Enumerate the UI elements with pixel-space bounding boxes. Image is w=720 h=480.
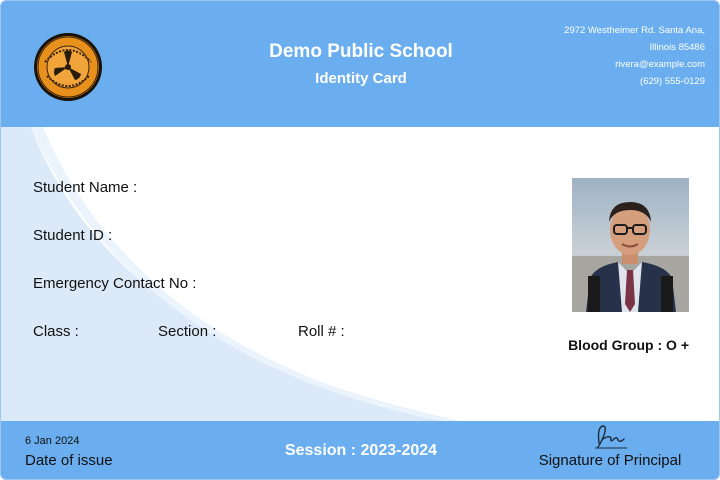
emergency-contact-label: Emergency Contact No :: [33, 275, 197, 292]
school-name: Demo Public School: [269, 41, 453, 62]
school-phone: (629) 555-0129: [640, 76, 705, 87]
signature-label: Signature of Principal: [538, 452, 682, 469]
class-label: Class :: [33, 323, 79, 340]
student-photo: [572, 178, 689, 312]
roll-label: Roll # :: [298, 323, 345, 340]
address-line-2: Illinois 85486: [649, 42, 705, 53]
signature-icon: [595, 425, 627, 449]
issue-date-label: Date of issue: [25, 452, 113, 469]
school-contact: 2972 Westheimer Rd. Santa Ana, Illinois …: [505, 22, 705, 90]
issue-date: 6 Jan 2024: [25, 435, 80, 447]
student-id-label: Student ID :: [33, 227, 113, 244]
section-label: Section :: [158, 323, 217, 340]
card-footer: 6 Jan 2024 Date of issue Session : 2023-…: [1, 421, 719, 479]
school-seal-icon: [34, 33, 102, 101]
student-name-label: Student Name :: [33, 179, 138, 196]
card-header: Demo Public School Identity Card 2972 We…: [1, 1, 719, 127]
address-line-1: 2972 Westheimer Rd. Santa Ana,: [564, 25, 705, 36]
school-email: rivera@example.com: [615, 59, 705, 70]
blood-group: Blood Group : O +: [568, 337, 689, 353]
card-type-title: Identity Card: [315, 70, 407, 87]
session-label: Session : 2023-2024: [284, 442, 438, 459]
